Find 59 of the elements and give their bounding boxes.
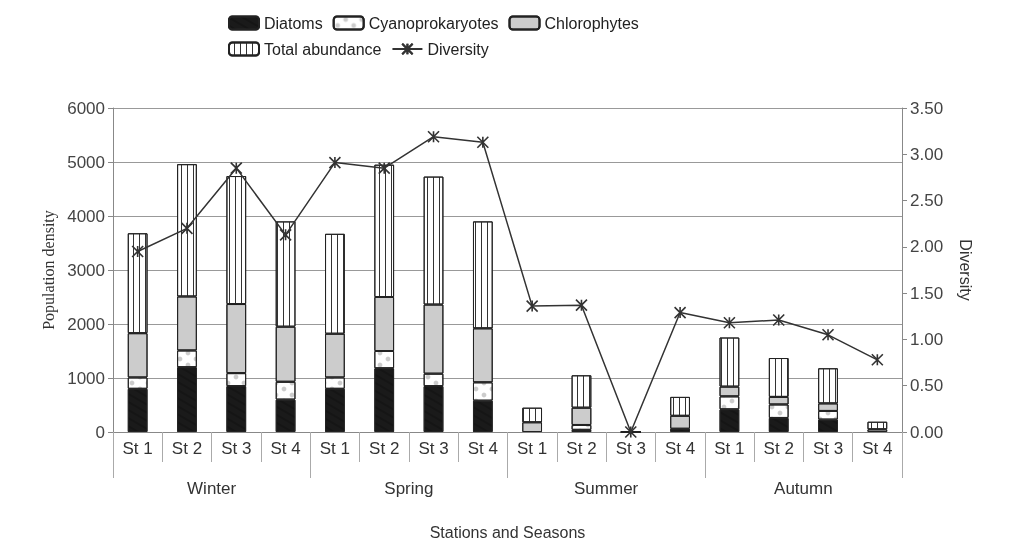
point	[821, 328, 835, 342]
y-tick-label: 5000	[67, 152, 105, 172]
point	[525, 299, 539, 313]
point	[279, 228, 292, 242]
x-tick-label: St 1	[714, 439, 745, 458]
text: Spring	[384, 479, 434, 498]
x-tick-label: St 1	[122, 439, 153, 458]
x-tick-label: St 1	[319, 439, 351, 458]
x-tick-label: St 4	[467, 439, 498, 458]
legend-label: Chlorophytes	[544, 14, 639, 32]
y2-tick-label: 2.50	[910, 191, 944, 211]
x-tick-label: St 3	[615, 439, 646, 458]
x-tick-label: St 4	[270, 439, 301, 458]
point	[427, 130, 440, 143]
y2-tick-label: 2.00	[910, 237, 944, 257]
point	[476, 135, 490, 149]
x-tick-label: St 4	[664, 439, 696, 458]
y-tick-label: 0	[95, 422, 105, 442]
x-tick-label: St 2	[566, 439, 597, 458]
y2-tick-label: 1.00	[910, 329, 944, 349]
point	[328, 156, 342, 169]
legend-label: Cyanoprokaryotes	[368, 14, 499, 32]
y-tick-label: 6000	[67, 98, 105, 118]
point	[180, 222, 194, 235]
y-axis-title: Population density	[39, 210, 58, 330]
text: Autumn	[774, 479, 833, 498]
x-tick-label: St 3	[221, 439, 252, 458]
legend-label: Total abundance	[264, 40, 382, 58]
x-tick-label: St 3	[418, 439, 449, 458]
legend-label: Diatoms	[264, 14, 323, 32]
point	[723, 316, 736, 330]
point	[377, 161, 391, 175]
x-tick-label: St 2	[171, 439, 203, 458]
x-tick-label: St 4	[862, 439, 893, 458]
y2-tick-label: 3.50	[910, 98, 944, 118]
point	[131, 245, 144, 258]
y2-tick-label: 0.00	[910, 422, 944, 442]
point	[229, 161, 243, 175]
x-tick-label: St 3	[812, 439, 844, 458]
point	[673, 306, 687, 319]
text: Winter	[187, 479, 237, 498]
y-tick-label: 2000	[67, 314, 105, 334]
y-tick-label: 4000	[67, 206, 105, 226]
y2-axis-title: Diversity	[956, 239, 974, 301]
x-tick-label: St 2	[369, 439, 400, 458]
point	[624, 425, 638, 439]
y-tick-label: 3000	[67, 260, 105, 280]
y2-tick-label: 3.00	[910, 144, 944, 164]
y-tick-label: 1000	[67, 368, 105, 388]
point	[575, 298, 588, 312]
x-tick-label: St 2	[763, 439, 794, 458]
y2-tick-label: 0.50	[910, 376, 944, 396]
point	[871, 353, 884, 367]
x-axis-title: Stations and Seasons	[429, 523, 586, 541]
legend-label: Diversity	[427, 40, 489, 58]
x-tick-label: St 1	[517, 439, 548, 458]
text: Summer	[574, 479, 639, 498]
point	[772, 313, 786, 327]
y2-tick-label: 1.50	[910, 283, 944, 303]
